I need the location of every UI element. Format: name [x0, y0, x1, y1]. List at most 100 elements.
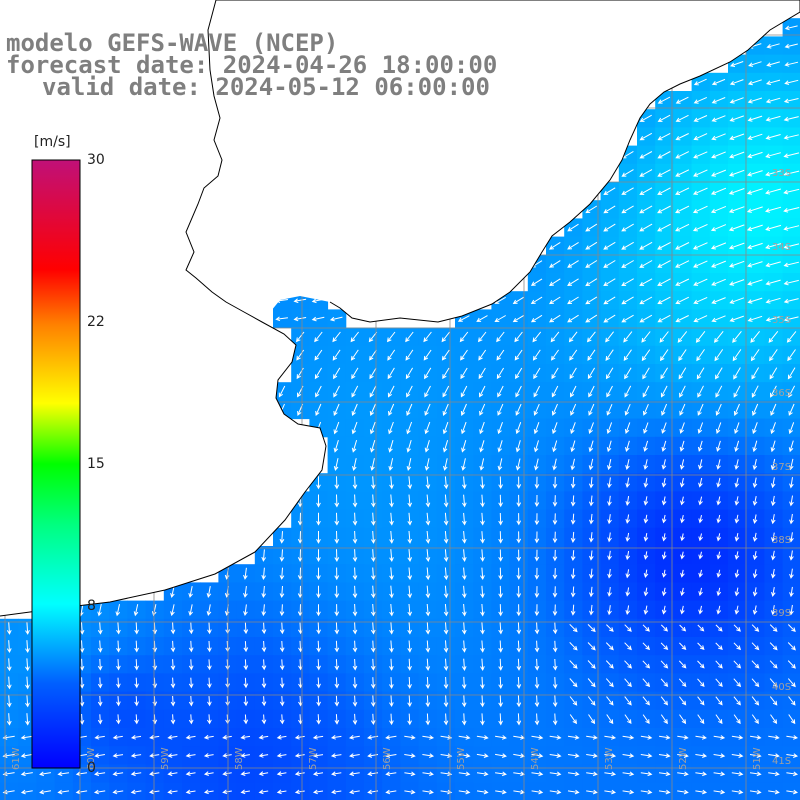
wind-arrow — [79, 622, 85, 635]
wind-arrow — [658, 789, 671, 795]
wind-arrow — [316, 604, 321, 617]
wind-arrow — [746, 224, 763, 232]
wind-arrow — [606, 404, 613, 416]
colorbar-gradient — [31, 159, 81, 769]
wind-arrow — [715, 422, 722, 434]
wind-arrow — [6, 676, 12, 690]
wind-arrow — [551, 403, 558, 416]
wind-arrow — [497, 422, 503, 435]
wind-arrow — [115, 714, 121, 725]
wind-arrow — [369, 385, 377, 398]
wind-arrow — [389, 603, 394, 617]
wind-arrow — [552, 476, 558, 489]
wind-arrow — [443, 713, 449, 726]
wind-arrow — [552, 531, 558, 544]
wind-arrow — [480, 531, 485, 544]
wind-arrow — [6, 694, 12, 708]
wind-arrow — [680, 496, 685, 506]
wind-arrow — [661, 477, 667, 488]
wind-arrow — [316, 677, 321, 689]
wind-arrow — [680, 514, 685, 524]
wind-arrow — [752, 587, 758, 597]
wind-arrow — [480, 585, 485, 599]
wind-arrow — [783, 134, 799, 140]
lat-label: 40S — [772, 682, 791, 693]
lat-label: 38S — [772, 535, 791, 546]
wind-arrow — [550, 349, 560, 361]
wind-arrow — [97, 695, 103, 707]
wind-arrow — [786, 735, 799, 740]
wind-arrow — [752, 569, 758, 579]
wind-arrow — [711, 278, 726, 286]
wind-arrow — [783, 188, 800, 195]
wind-arrow — [747, 115, 763, 122]
wind-arrow — [498, 494, 503, 508]
wind-arrow — [97, 622, 103, 635]
wind-arrow — [643, 422, 649, 434]
colorbar-tick-30: 30 — [87, 152, 105, 168]
wind-arrow — [752, 440, 758, 453]
wind-arrow — [424, 385, 431, 398]
wind-arrow — [370, 439, 376, 453]
wind-arrow — [461, 549, 467, 562]
wind-arrow — [498, 640, 503, 653]
wind-arrow — [551, 367, 559, 380]
wind-arrow — [751, 642, 760, 651]
wind-arrow — [461, 440, 467, 453]
wind-arrow — [784, 79, 799, 85]
wind-arrow — [642, 696, 650, 706]
wind-arrow — [783, 152, 800, 158]
wind-arrow — [624, 678, 632, 688]
wind-arrow — [770, 514, 776, 525]
wind-arrow — [386, 331, 396, 343]
wind-arrow — [441, 349, 450, 361]
wind-arrow — [732, 330, 742, 343]
wind-arrow — [460, 403, 467, 416]
wind-arrow — [570, 495, 576, 507]
wind-arrow — [279, 640, 285, 653]
wind-arrow — [404, 771, 416, 777]
wind-arrow — [516, 494, 522, 508]
wind-arrow — [789, 513, 794, 525]
lon-label: 53W — [604, 747, 615, 770]
wind-arrow — [331, 789, 342, 795]
wind-arrow — [389, 695, 394, 708]
wind-arrow — [765, 170, 782, 177]
wind-arrow — [786, 789, 799, 795]
wind-arrow — [675, 315, 689, 323]
wind-arrow — [312, 789, 324, 795]
wind-arrow — [370, 458, 375, 472]
wind-arrow — [621, 260, 634, 268]
wind-arrow — [497, 385, 504, 398]
wind-arrow — [659, 735, 671, 740]
wind-arrow — [751, 696, 760, 706]
wind-arrow — [370, 567, 376, 581]
wind-arrow — [607, 477, 612, 489]
wind-arrow — [552, 513, 558, 526]
wind-arrow — [642, 385, 650, 398]
wind-arrow — [2, 771, 15, 777]
wind-arrow — [534, 567, 540, 580]
wind-arrow — [552, 622, 558, 635]
wind-arrow — [534, 658, 540, 671]
wind-arrow — [716, 533, 722, 542]
wind-arrow — [424, 458, 430, 471]
wind-arrow — [425, 695, 431, 708]
wind-arrow — [588, 477, 594, 489]
wind-arrow — [243, 586, 248, 598]
wind-arrow — [516, 549, 522, 562]
wind-arrow — [425, 512, 431, 526]
wind-arrow — [749, 753, 762, 758]
wind-arrow — [407, 476, 413, 490]
wind-arrow — [675, 205, 690, 214]
wind-arrow — [207, 677, 212, 689]
wind-arrow — [425, 494, 431, 508]
wind-arrow — [240, 789, 250, 795]
wind-arrow — [770, 458, 776, 471]
wind-arrow — [79, 658, 85, 671]
wind-arrow — [407, 549, 413, 563]
wind-arrow — [607, 568, 612, 579]
wind-arrow — [79, 677, 85, 689]
wind-arrow — [639, 169, 653, 177]
wind-arrow — [549, 296, 561, 305]
